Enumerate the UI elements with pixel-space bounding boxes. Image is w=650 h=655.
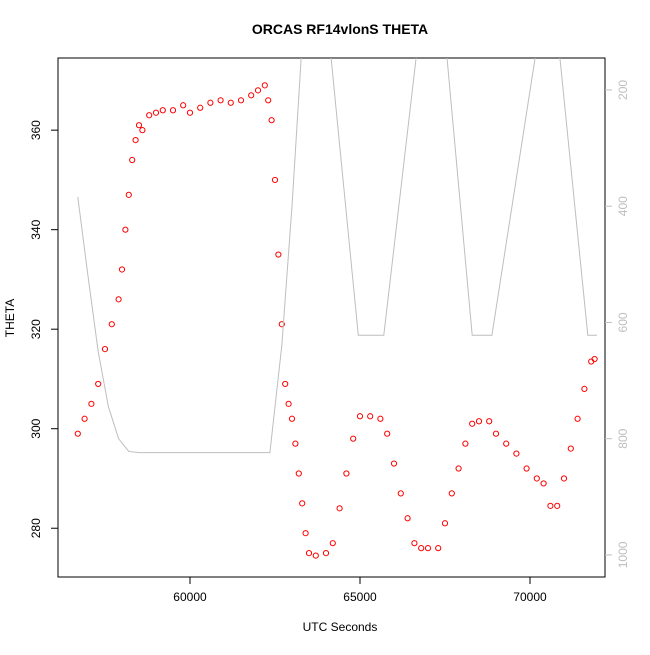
theta-point: [475, 418, 483, 425]
theta-point: [312, 552, 319, 559]
theta-point: [159, 107, 166, 114]
theta-point: [554, 502, 561, 509]
theta-point: [139, 127, 146, 134]
theta-point: [448, 490, 455, 497]
theta-point: [581, 385, 588, 393]
theta-point: [285, 400, 292, 407]
theta-point: [574, 415, 581, 422]
theta-point: [278, 321, 285, 328]
theta-point: [101, 345, 109, 353]
theta-point: [292, 440, 299, 447]
theta-point: [302, 530, 309, 537]
theta-point: [424, 545, 432, 552]
theta-point: [152, 109, 160, 116]
theta-point: [367, 413, 374, 420]
theta-point: [169, 107, 177, 114]
theta-point: [265, 97, 272, 104]
theta-point: [322, 550, 330, 557]
theta-point: [295, 470, 302, 477]
theta-point: [390, 460, 398, 467]
x-tick-label: 60000: [173, 590, 207, 604]
theta-point: [336, 505, 343, 512]
y2-tick-label: 400: [616, 196, 630, 216]
x-tick-label: 70000: [513, 590, 547, 604]
theta-point: [513, 450, 520, 457]
pressure-line: [77, 58, 597, 454]
theta-point: [217, 97, 224, 104]
theta-point: [547, 502, 554, 509]
theta-point: [254, 87, 262, 94]
theta-point: [125, 191, 132, 198]
theta-point: [343, 470, 350, 477]
theta-point: [455, 465, 462, 472]
theta-point: [503, 440, 510, 447]
plot-area: [74, 58, 598, 559]
theta-point: [404, 515, 411, 522]
theta-point: [288, 415, 296, 422]
theta-point: [275, 251, 282, 258]
y-tick-label: 300: [29, 418, 43, 438]
theta-point: [397, 490, 404, 497]
y-axis-label: THETA: [3, 299, 17, 337]
theta-point: [418, 545, 425, 552]
theta-point: [299, 500, 306, 507]
theta-point: [129, 156, 136, 164]
theta-point: [237, 97, 245, 104]
y2-tick-label: 800: [616, 428, 630, 448]
x-tick-label: 65000: [343, 590, 377, 604]
theta-point: [441, 520, 449, 527]
theta-point: [305, 550, 313, 557]
theta-point: [95, 380, 102, 388]
theta-point: [469, 420, 476, 427]
theta-point: [462, 440, 469, 447]
y2-tick-label: 200: [616, 80, 630, 100]
theta-point: [533, 475, 540, 482]
theta-point: [540, 480, 547, 487]
chart-title: ORCAS RF14vlonS THETA: [252, 21, 428, 37]
theta-point: [248, 92, 255, 99]
theta-point: [268, 117, 275, 124]
theta-point: [118, 266, 126, 273]
y-tick-label: 360: [29, 120, 43, 140]
theta-point: [329, 540, 336, 547]
theta-point: [384, 430, 391, 437]
theta-point: [115, 296, 122, 303]
theta-point: [492, 430, 500, 437]
theta-point: [261, 82, 268, 89]
theta-point: [282, 380, 289, 388]
y2-tick-label: 600: [616, 312, 630, 332]
theta-point: [560, 475, 568, 482]
theta-point: [88, 400, 95, 407]
theta-point: [523, 465, 530, 472]
theta-point: [186, 109, 194, 116]
theta-point: [180, 102, 187, 109]
theta-point: [271, 176, 279, 184]
theta-point: [135, 122, 143, 129]
theta-point: [197, 104, 204, 111]
theta-point: [567, 445, 574, 452]
theta-point: [435, 545, 442, 552]
theta-point: [411, 540, 418, 547]
theta-point: [591, 355, 598, 363]
theta-point: [207, 99, 214, 106]
theta-point: [122, 226, 129, 233]
y-tick-label: 320: [29, 319, 43, 339]
theta-point: [486, 418, 493, 425]
x-axis-label: UTC Seconds: [303, 620, 378, 634]
theta-point: [81, 415, 88, 422]
y-tick-label: 280: [29, 518, 43, 538]
theta-point: [350, 435, 357, 442]
theta-point: [227, 99, 234, 106]
theta-point: [377, 415, 384, 422]
theta-point: [356, 413, 364, 420]
theta-point: [74, 430, 81, 437]
theta-point: [146, 112, 153, 119]
theta-point: [132, 137, 139, 144]
theta-point: [108, 321, 115, 328]
y-tick-label: 340: [29, 219, 43, 239]
y2-tick-label: 1000: [616, 541, 630, 568]
